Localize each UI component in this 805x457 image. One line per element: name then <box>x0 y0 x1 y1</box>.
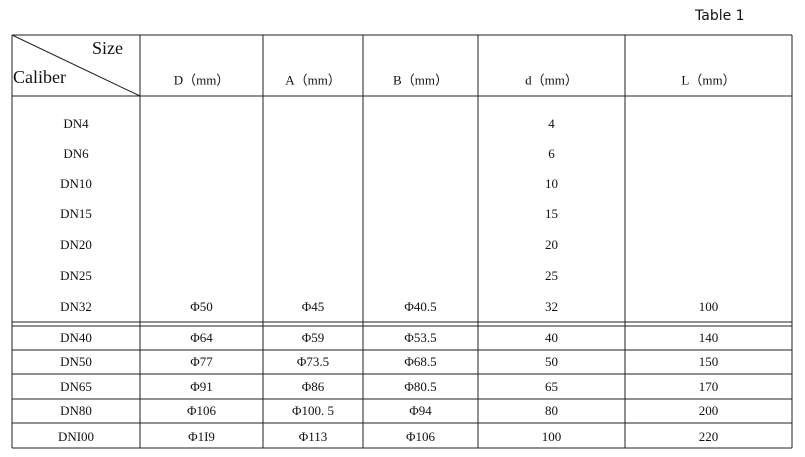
value-cell: Φ106 <box>186 403 217 418</box>
value-cell: Φ113 <box>298 429 328 444</box>
caliber-header: Caliber <box>13 67 66 87</box>
value-cell: 25 <box>545 268 558 283</box>
value-cell: Φ100. 5 <box>291 403 335 418</box>
caliber-cell: DN6 <box>63 146 89 161</box>
value-cell: 100 <box>698 299 719 314</box>
value-cell: 200 <box>698 403 719 418</box>
value-cell: 65 <box>545 379 558 394</box>
value-cell: 32 <box>545 299 558 314</box>
value-cell: 40 <box>545 330 558 345</box>
value-cell: Φ50 <box>190 299 213 314</box>
caliber-cell: DN32 <box>60 299 92 314</box>
value-cell: Φ64 <box>190 330 213 345</box>
value-cell: 10 <box>545 176 558 191</box>
caliber-cell: DN40 <box>60 330 92 345</box>
value-cell: Φ73.5 <box>296 354 330 369</box>
caption: Table 1 <box>695 8 745 24</box>
caliber-cell: DN4 <box>63 116 89 131</box>
value-cell: Φ40.5 <box>404 299 437 314</box>
caliber-cell: DN25 <box>60 268 92 283</box>
value-cell: Φ59 <box>301 330 325 345</box>
caliber-cell: DN65 <box>60 379 92 394</box>
value-cell: 220 <box>698 429 719 444</box>
caliber-cell: DN80 <box>60 403 92 418</box>
diagonal <box>11 34 141 97</box>
value-cell: Φ68.5 <box>404 354 437 369</box>
value-cell: Φ106 <box>405 429 436 444</box>
value-cell: 50 <box>545 354 558 369</box>
column-header: d（mm） <box>525 72 578 88</box>
column-header: B（mm） <box>393 72 448 88</box>
value-cell: 20 <box>545 237 558 252</box>
size-header: Size <box>92 38 123 58</box>
value-cell: 140 <box>698 330 719 345</box>
caliber-cell: DNI00 <box>57 429 95 444</box>
column-header: A（mm） <box>285 72 341 88</box>
value-cell: Φ94 <box>409 403 432 418</box>
value-cell: Φ86 <box>301 379 325 394</box>
value-cell: 100 <box>541 429 562 444</box>
value-cell: Φ53.5 <box>404 330 437 345</box>
caliber-cell: DN15 <box>60 206 92 221</box>
value-cell: Φ1I9 <box>188 429 215 444</box>
column-header: L（mm） <box>681 72 736 88</box>
value-cell: Φ45 <box>301 299 325 314</box>
caliber-cell: DN10 <box>60 176 92 191</box>
caliber-cell: DN20 <box>60 237 92 252</box>
value-cell: 80 <box>545 403 558 418</box>
value-cell: 4 <box>548 116 555 131</box>
column-header: D（mm） <box>173 72 230 88</box>
value-cell: 6 <box>548 146 555 161</box>
value-cell: 170 <box>698 379 719 394</box>
value-cell: Φ77 <box>190 354 213 369</box>
value-cell: Φ80.5 <box>404 379 437 394</box>
value-cell: Φ91 <box>190 379 213 394</box>
caliber-cell: DN50 <box>60 354 92 369</box>
value-cell: 150 <box>698 354 719 369</box>
value-cell: 15 <box>545 206 558 221</box>
